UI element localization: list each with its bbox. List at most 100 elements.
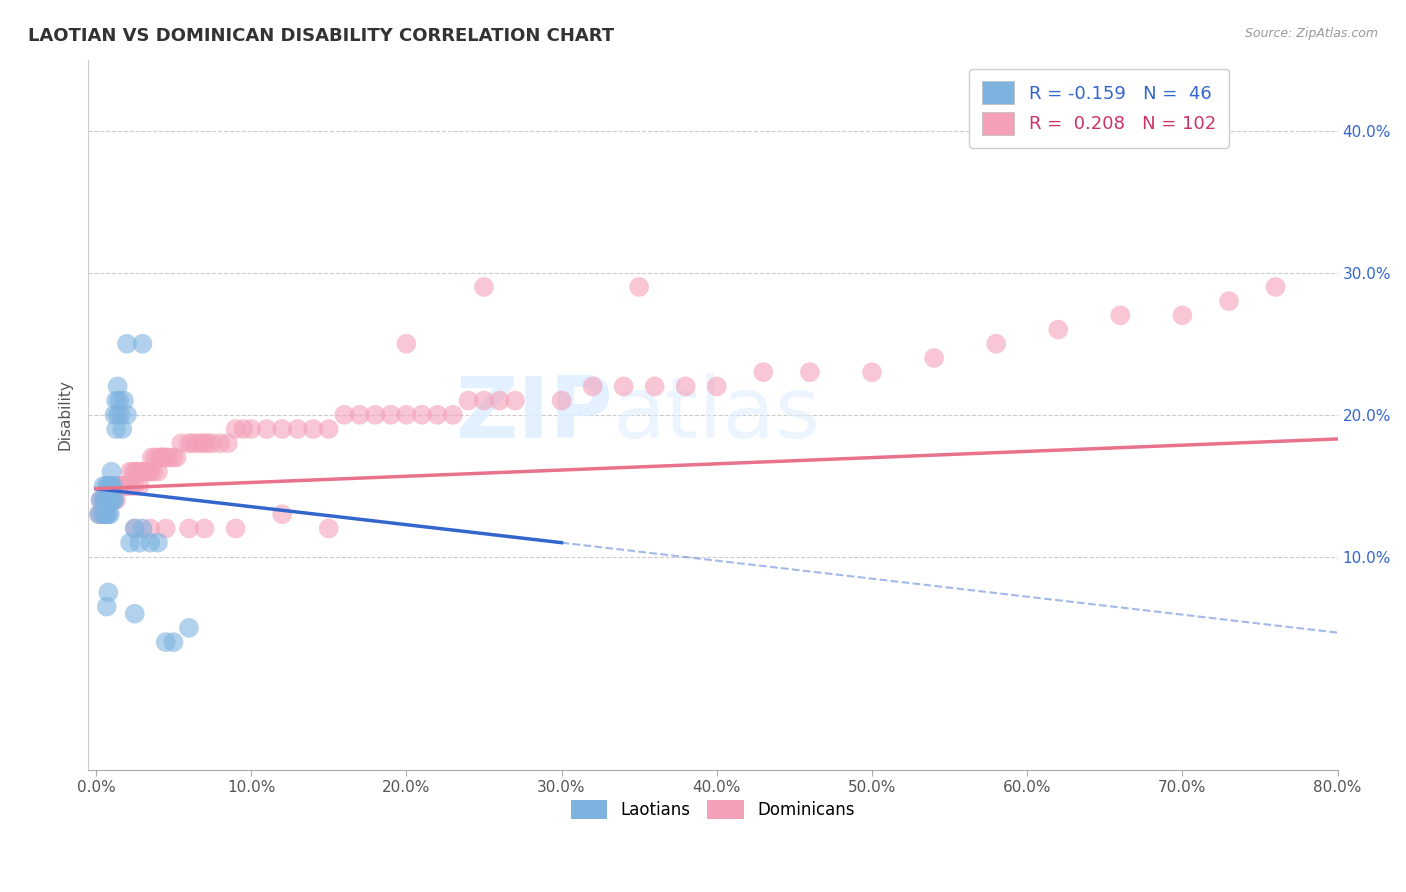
Point: [364, 408, 387, 422]
Point: [131, 336, 153, 351]
Point: [96, 599, 118, 614]
Point: [96, 479, 118, 493]
Point: [550, 393, 572, 408]
Point: [91, 508, 114, 522]
Point: [131, 465, 153, 479]
Point: [94, 493, 117, 508]
Point: [318, 521, 340, 535]
Point: [91, 508, 114, 522]
Point: [100, 479, 122, 493]
Point: [1171, 309, 1194, 323]
Point: [162, 635, 184, 649]
Point: [1109, 309, 1132, 323]
Text: ZIP: ZIP: [456, 373, 613, 457]
Point: [181, 436, 204, 450]
Point: [628, 280, 651, 294]
Point: [986, 336, 1008, 351]
Point: [127, 465, 149, 479]
Point: [111, 422, 134, 436]
Point: [97, 493, 120, 508]
Point: [120, 465, 142, 479]
Point: [209, 436, 232, 450]
Point: [150, 450, 173, 465]
Point: [138, 465, 160, 479]
Point: [93, 479, 115, 493]
Point: [114, 479, 136, 493]
Point: [100, 493, 122, 508]
Point: [860, 365, 883, 379]
Point: [125, 465, 148, 479]
Point: [128, 479, 150, 493]
Point: [155, 635, 177, 649]
Point: [395, 408, 418, 422]
Point: [139, 535, 162, 549]
Point: [100, 465, 122, 479]
Point: [105, 493, 128, 508]
Point: [107, 379, 129, 393]
Point: [93, 493, 115, 508]
Point: [98, 479, 121, 493]
Point: [190, 436, 212, 450]
Point: [97, 493, 120, 508]
Point: [186, 436, 208, 450]
Point: [197, 436, 219, 450]
Point: [1047, 322, 1070, 336]
Point: [117, 479, 139, 493]
Point: [108, 393, 131, 408]
Point: [111, 479, 134, 493]
Point: [98, 493, 121, 508]
Point: [581, 379, 603, 393]
Point: [271, 422, 294, 436]
Point: [271, 508, 294, 522]
Point: [177, 436, 200, 450]
Point: [87, 508, 110, 522]
Point: [177, 521, 200, 535]
Point: [441, 408, 464, 422]
Point: [107, 408, 129, 422]
Point: [124, 607, 146, 621]
Point: [98, 493, 121, 508]
Point: [107, 479, 129, 493]
Point: [124, 521, 146, 535]
Point: [115, 479, 138, 493]
Point: [256, 422, 278, 436]
Point: [96, 508, 118, 522]
Point: [110, 479, 132, 493]
Point: [146, 535, 169, 549]
Point: [613, 379, 636, 393]
Point: [97, 479, 120, 493]
Point: [129, 465, 152, 479]
Point: [155, 450, 177, 465]
Point: [488, 393, 510, 408]
Point: [177, 621, 200, 635]
Point: [217, 436, 239, 450]
Point: [706, 379, 728, 393]
Text: atlas: atlas: [613, 373, 821, 457]
Point: [122, 465, 145, 479]
Point: [162, 450, 184, 465]
Point: [132, 465, 155, 479]
Point: [108, 479, 131, 493]
Point: [302, 422, 325, 436]
Point: [380, 408, 402, 422]
Point: [153, 450, 176, 465]
Point: [131, 521, 153, 535]
Point: [426, 408, 449, 422]
Point: [124, 479, 146, 493]
Point: [193, 521, 215, 535]
Point: [148, 450, 170, 465]
Point: [105, 393, 128, 408]
Point: [225, 521, 247, 535]
Point: [135, 465, 157, 479]
Point: [472, 280, 495, 294]
Point: [1264, 280, 1286, 294]
Point: [115, 408, 138, 422]
Point: [472, 393, 495, 408]
Point: [101, 479, 124, 493]
Point: [110, 408, 132, 422]
Point: [96, 493, 118, 508]
Point: [139, 465, 162, 479]
Point: [97, 585, 120, 599]
Point: [193, 436, 215, 450]
Point: [457, 393, 479, 408]
